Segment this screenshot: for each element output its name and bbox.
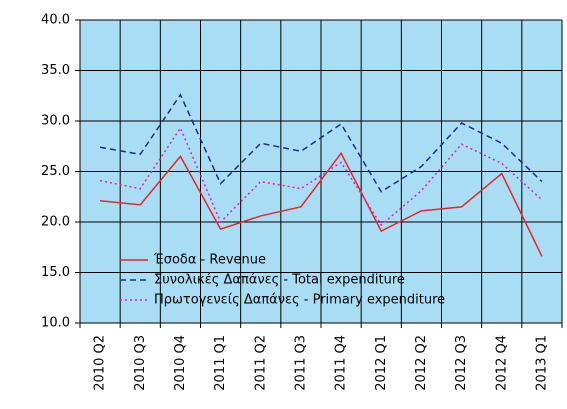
x-tick-label: 2012 Q3 — [454, 335, 469, 391]
series-line — [99, 126, 543, 227]
x-tick-label: 2013 Q1 — [534, 335, 549, 391]
y-tick-label: 10.0 — [41, 316, 70, 331]
series-line — [100, 151, 543, 257]
x-tick-label: 2011 Q3 — [293, 335, 308, 391]
y-tick-label: 40.0 — [41, 13, 70, 28]
x-tick-label: 2010 Q4 — [173, 335, 188, 391]
legend-label: Συνολικές Δαπάνες - Total expenditure — [154, 273, 405, 288]
y-tick-label: 20.0 — [41, 215, 70, 230]
legend-label: Πρωτογενείς Δαπάνες - Primary expenditur… — [154, 293, 445, 308]
y-tick-label: 15.0 — [41, 265, 70, 280]
y-tick-label: 30.0 — [41, 114, 70, 129]
series-line — [99, 93, 543, 193]
x-tick-label: 2012 Q1 — [374, 335, 389, 391]
x-tick-label: 2011 Q4 — [334, 335, 349, 391]
y-tick-label: 35.0 — [41, 63, 70, 78]
y-tick-label: 25.0 — [41, 164, 70, 179]
x-tick-label: 2012 Q2 — [414, 335, 429, 391]
x-tick-label: 2011 Q2 — [253, 335, 268, 391]
x-tick-label: 2010 Q3 — [133, 335, 148, 391]
legend-label: Έσοδα - Revenue — [153, 253, 266, 268]
x-tick-label: 2012 Q4 — [494, 335, 509, 391]
x-tick-label: 2011 Q1 — [213, 335, 228, 391]
x-tick-label: 2010 Q2 — [93, 335, 108, 391]
